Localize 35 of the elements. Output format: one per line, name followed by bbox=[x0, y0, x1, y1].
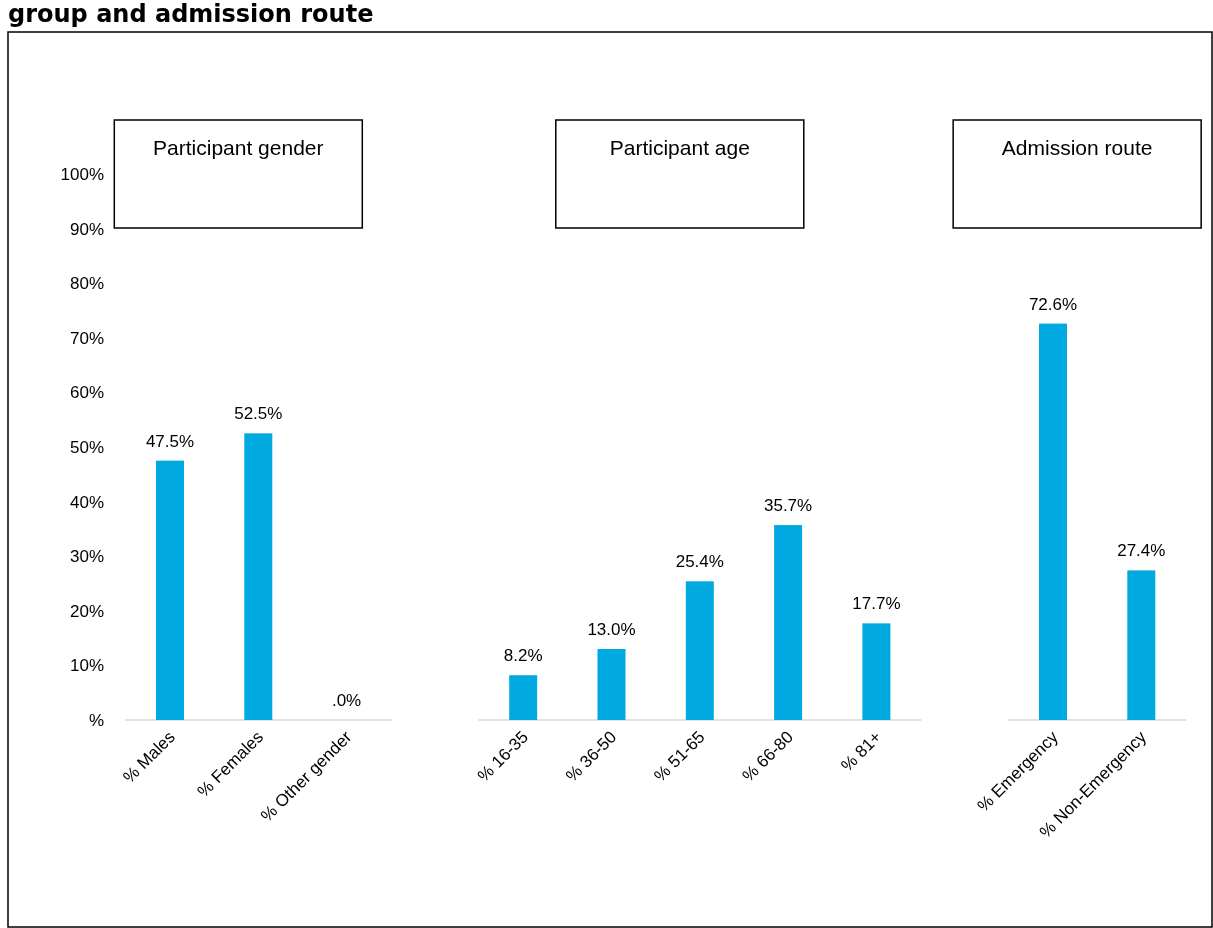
y-tick-label: % bbox=[88, 710, 104, 730]
data-label: .0% bbox=[331, 691, 362, 710]
bar bbox=[509, 675, 538, 720]
data-label: 27.4% bbox=[1117, 541, 1166, 561]
bar bbox=[685, 581, 714, 720]
data-label: 52.5% bbox=[234, 404, 283, 424]
bar bbox=[597, 649, 626, 720]
bar bbox=[1039, 323, 1067, 720]
y-tick-label: 50% bbox=[69, 437, 104, 457]
data-label: 17.7% bbox=[852, 594, 901, 614]
bar bbox=[156, 460, 184, 720]
chart-title: group and admission route bbox=[8, 0, 374, 28]
bar bbox=[774, 525, 803, 720]
data-label: 47.5% bbox=[145, 431, 195, 451]
y-tick-label: 60% bbox=[69, 383, 104, 403]
y-tick-label: 30% bbox=[69, 547, 104, 567]
data-label: 8.2% bbox=[503, 646, 543, 666]
y-tick-label: 40% bbox=[69, 492, 104, 512]
text-box: Admission route bbox=[952, 119, 1202, 229]
y-tick-label: 10% bbox=[69, 656, 104, 676]
bar bbox=[862, 623, 891, 720]
y-tick-label: 80% bbox=[69, 274, 104, 294]
data-label: 35.7% bbox=[764, 496, 813, 516]
data-label: 25.4% bbox=[675, 552, 724, 572]
y-tick-label: 70% bbox=[69, 328, 104, 348]
y-tick-label: 20% bbox=[69, 601, 104, 621]
text-box: Participant age bbox=[555, 119, 805, 229]
bar bbox=[1127, 570, 1156, 720]
x-tick-label: % 81+ bbox=[837, 727, 886, 776]
text-box: Participant gender bbox=[113, 119, 364, 229]
bar bbox=[244, 433, 273, 720]
data-label: 72.6% bbox=[1028, 294, 1078, 314]
data-label: 13.0% bbox=[587, 620, 636, 640]
y-tick-label: 100% bbox=[60, 164, 104, 184]
y-tick-label: 90% bbox=[69, 219, 104, 239]
